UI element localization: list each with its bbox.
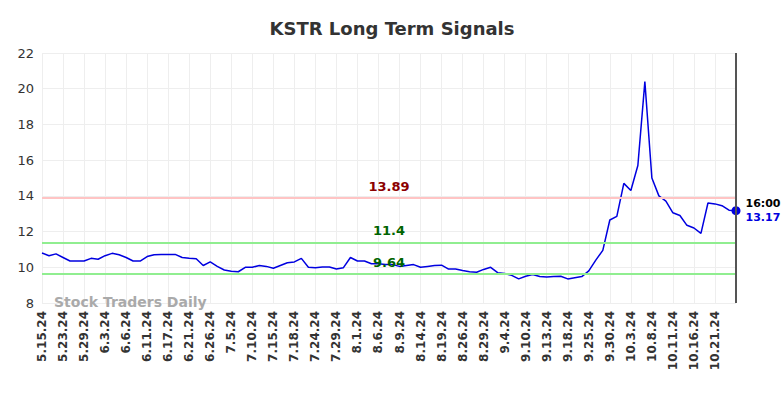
svg-text:10.21.24: 10.21.24 [708, 311, 722, 370]
svg-text:6.21.24: 6.21.24 [182, 311, 196, 362]
svg-text:6.3.24: 6.3.24 [98, 311, 112, 354]
svg-text:9.13.24: 9.13.24 [540, 311, 554, 362]
svg-text:9.10.24: 9.10.24 [519, 311, 533, 362]
svg-text:9.25.24: 9.25.24 [582, 311, 596, 362]
svg-text:6.6.24: 6.6.24 [119, 311, 133, 354]
svg-text:7.15.24: 7.15.24 [266, 311, 280, 362]
svg-text:8.19.24: 8.19.24 [435, 311, 449, 362]
svg-text:8.1.24: 8.1.24 [350, 311, 364, 354]
svg-text:13.17: 13.17 [746, 211, 781, 224]
svg-text:10: 10 [17, 260, 34, 275]
svg-text:22: 22 [17, 46, 34, 61]
svg-text:7.18.24: 7.18.24 [287, 311, 301, 362]
svg-text:9.64: 9.64 [373, 255, 405, 270]
svg-text:9.18.24: 9.18.24 [561, 311, 575, 362]
svg-text:Stock Traders Daily: Stock Traders Daily [54, 294, 207, 310]
svg-text:8.9.24: 8.9.24 [393, 311, 407, 354]
svg-text:5.15.24: 5.15.24 [35, 311, 49, 362]
svg-text:7.5.24: 7.5.24 [224, 311, 238, 354]
svg-text:8.29.24: 8.29.24 [477, 311, 491, 362]
svg-text:7.29.24: 7.29.24 [329, 311, 343, 362]
svg-text:7.10.24: 7.10.24 [245, 311, 259, 362]
svg-text:12: 12 [17, 224, 34, 239]
svg-text:10.11.24: 10.11.24 [666, 311, 680, 370]
svg-text:14: 14 [17, 188, 34, 203]
svg-text:10.3.24: 10.3.24 [624, 311, 638, 362]
svg-text:5.23.24: 5.23.24 [56, 311, 70, 362]
svg-text:6.11.24: 6.11.24 [140, 311, 154, 362]
svg-text:KSTR Long Term Signals: KSTR Long Term Signals [270, 18, 515, 39]
svg-text:9.30.24: 9.30.24 [603, 311, 617, 362]
svg-text:6.17.24: 6.17.24 [161, 311, 175, 362]
svg-text:7.24.24: 7.24.24 [308, 311, 322, 362]
svg-text:20: 20 [17, 81, 34, 96]
svg-text:6.26.24: 6.26.24 [203, 311, 217, 362]
svg-text:18: 18 [17, 117, 34, 132]
svg-text:16:00: 16:00 [746, 197, 781, 210]
svg-text:9.4.24: 9.4.24 [498, 311, 512, 354]
svg-text:8: 8 [26, 296, 34, 311]
svg-text:5.29.24: 5.29.24 [77, 311, 91, 362]
svg-text:8.14.24: 8.14.24 [414, 311, 428, 362]
svg-text:8.26.24: 8.26.24 [456, 311, 470, 362]
svg-text:16: 16 [17, 153, 34, 168]
svg-text:11.4: 11.4 [373, 223, 405, 238]
svg-text:10.8.24: 10.8.24 [645, 311, 659, 362]
svg-text:8.6.24: 8.6.24 [371, 311, 385, 354]
svg-text:13.89: 13.89 [368, 179, 409, 194]
svg-text:10.16.24: 10.16.24 [687, 311, 701, 370]
